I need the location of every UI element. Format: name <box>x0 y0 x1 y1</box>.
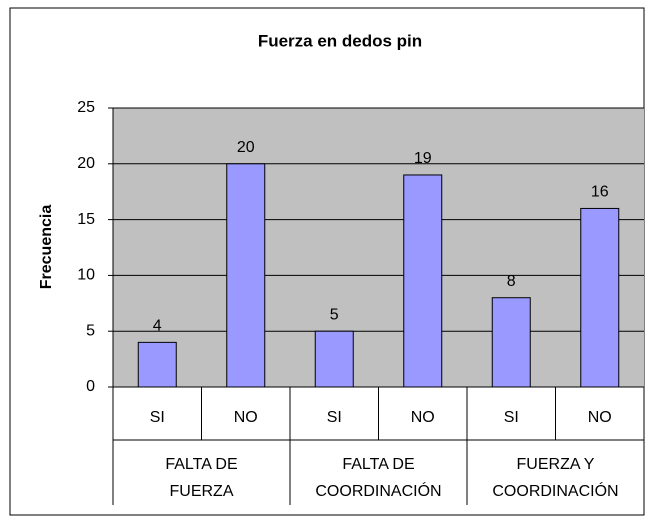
group-label: FUERZA Y <box>517 456 595 473</box>
data-label: 5 <box>330 306 339 323</box>
group-label: FUERZA <box>170 483 234 500</box>
x-tick-label: NO <box>588 409 612 426</box>
group-label: FALTA DE <box>165 456 237 473</box>
bar <box>580 207 620 388</box>
x-tick-label: NO <box>234 409 258 426</box>
x-tick-label: SI <box>504 409 519 426</box>
chart-title: Fuerza en dedos pin <box>258 31 422 50</box>
bar <box>137 341 177 388</box>
x-tick-label: SI <box>150 409 165 426</box>
group-label: COORDINACIÓN <box>315 481 441 500</box>
data-label: 20 <box>237 139 255 156</box>
y-axis-label: Frecuencia <box>38 205 55 290</box>
plot-area <box>113 108 644 387</box>
y-tick-label: 20 <box>77 155 95 172</box>
data-label: 8 <box>507 273 516 290</box>
x-tick-label: SI <box>327 409 342 426</box>
y-tick-label: 0 <box>86 378 95 395</box>
bar <box>314 330 354 388</box>
bar <box>403 174 443 388</box>
data-label: 4 <box>153 318 162 335</box>
bar <box>491 297 531 388</box>
data-label: 19 <box>414 150 432 167</box>
group-label: COORDINACIÓN <box>492 481 618 500</box>
y-tick-label: 15 <box>77 211 95 228</box>
x-tick-label: NO <box>411 409 435 426</box>
group-label: FALTA DE <box>342 456 414 473</box>
y-tick-label: 5 <box>86 322 95 339</box>
bar <box>226 163 266 388</box>
y-tick-label: 10 <box>77 267 95 284</box>
y-tick-label: 25 <box>77 99 95 116</box>
data-label: 16 <box>591 184 609 201</box>
